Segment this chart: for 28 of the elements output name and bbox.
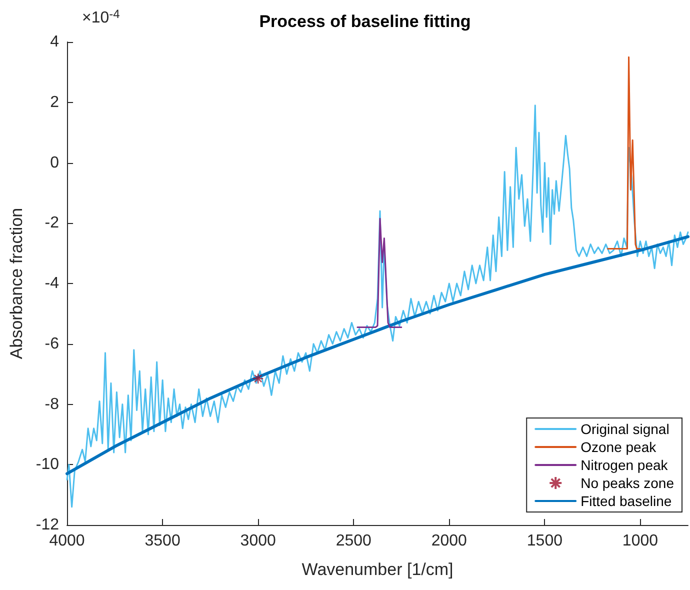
y-tick-label: -10 [36, 456, 60, 474]
x-tick-label: 2500 [336, 532, 372, 550]
legend-label: No peaks zone [580, 475, 674, 491]
legend-label: Original signal [580, 421, 670, 437]
line-series [66, 104, 689, 508]
x-tick-label: 1000 [622, 532, 658, 550]
y-tick-label: -4 [44, 275, 60, 292]
legend-label: Fitted baseline [580, 493, 672, 509]
chart-title: Process of baseline fitting [259, 12, 471, 31]
line-series [607, 56, 641, 250]
y-tick-label: 4 [50, 34, 60, 50]
x-tick-label: 1500 [526, 532, 563, 550]
line-series [66, 235, 690, 476]
x-tick-label: 2000 [431, 532, 468, 550]
x-axis-title: Wavenumber [1/cm] [302, 560, 454, 579]
y-axis-title: Absorbance fraction [7, 208, 26, 360]
line-series [356, 218, 402, 328]
x-tick-label: 3500 [144, 532, 180, 550]
x-tick-label: 4000 [49, 532, 85, 550]
x-tick-label: 3000 [240, 532, 276, 550]
y-tick-label: 2 [50, 94, 60, 111]
y-tick-label: -6 [44, 335, 60, 352]
y-tick-label: -2 [44, 214, 60, 232]
y-tick-label: -8 [44, 396, 60, 413]
legend-label: Ozone peak [580, 439, 658, 455]
y-tick-label: -12 [36, 516, 60, 534]
y-tick-label: 0 [50, 154, 60, 172]
legend-label: Nitrogen peak [580, 457, 669, 473]
